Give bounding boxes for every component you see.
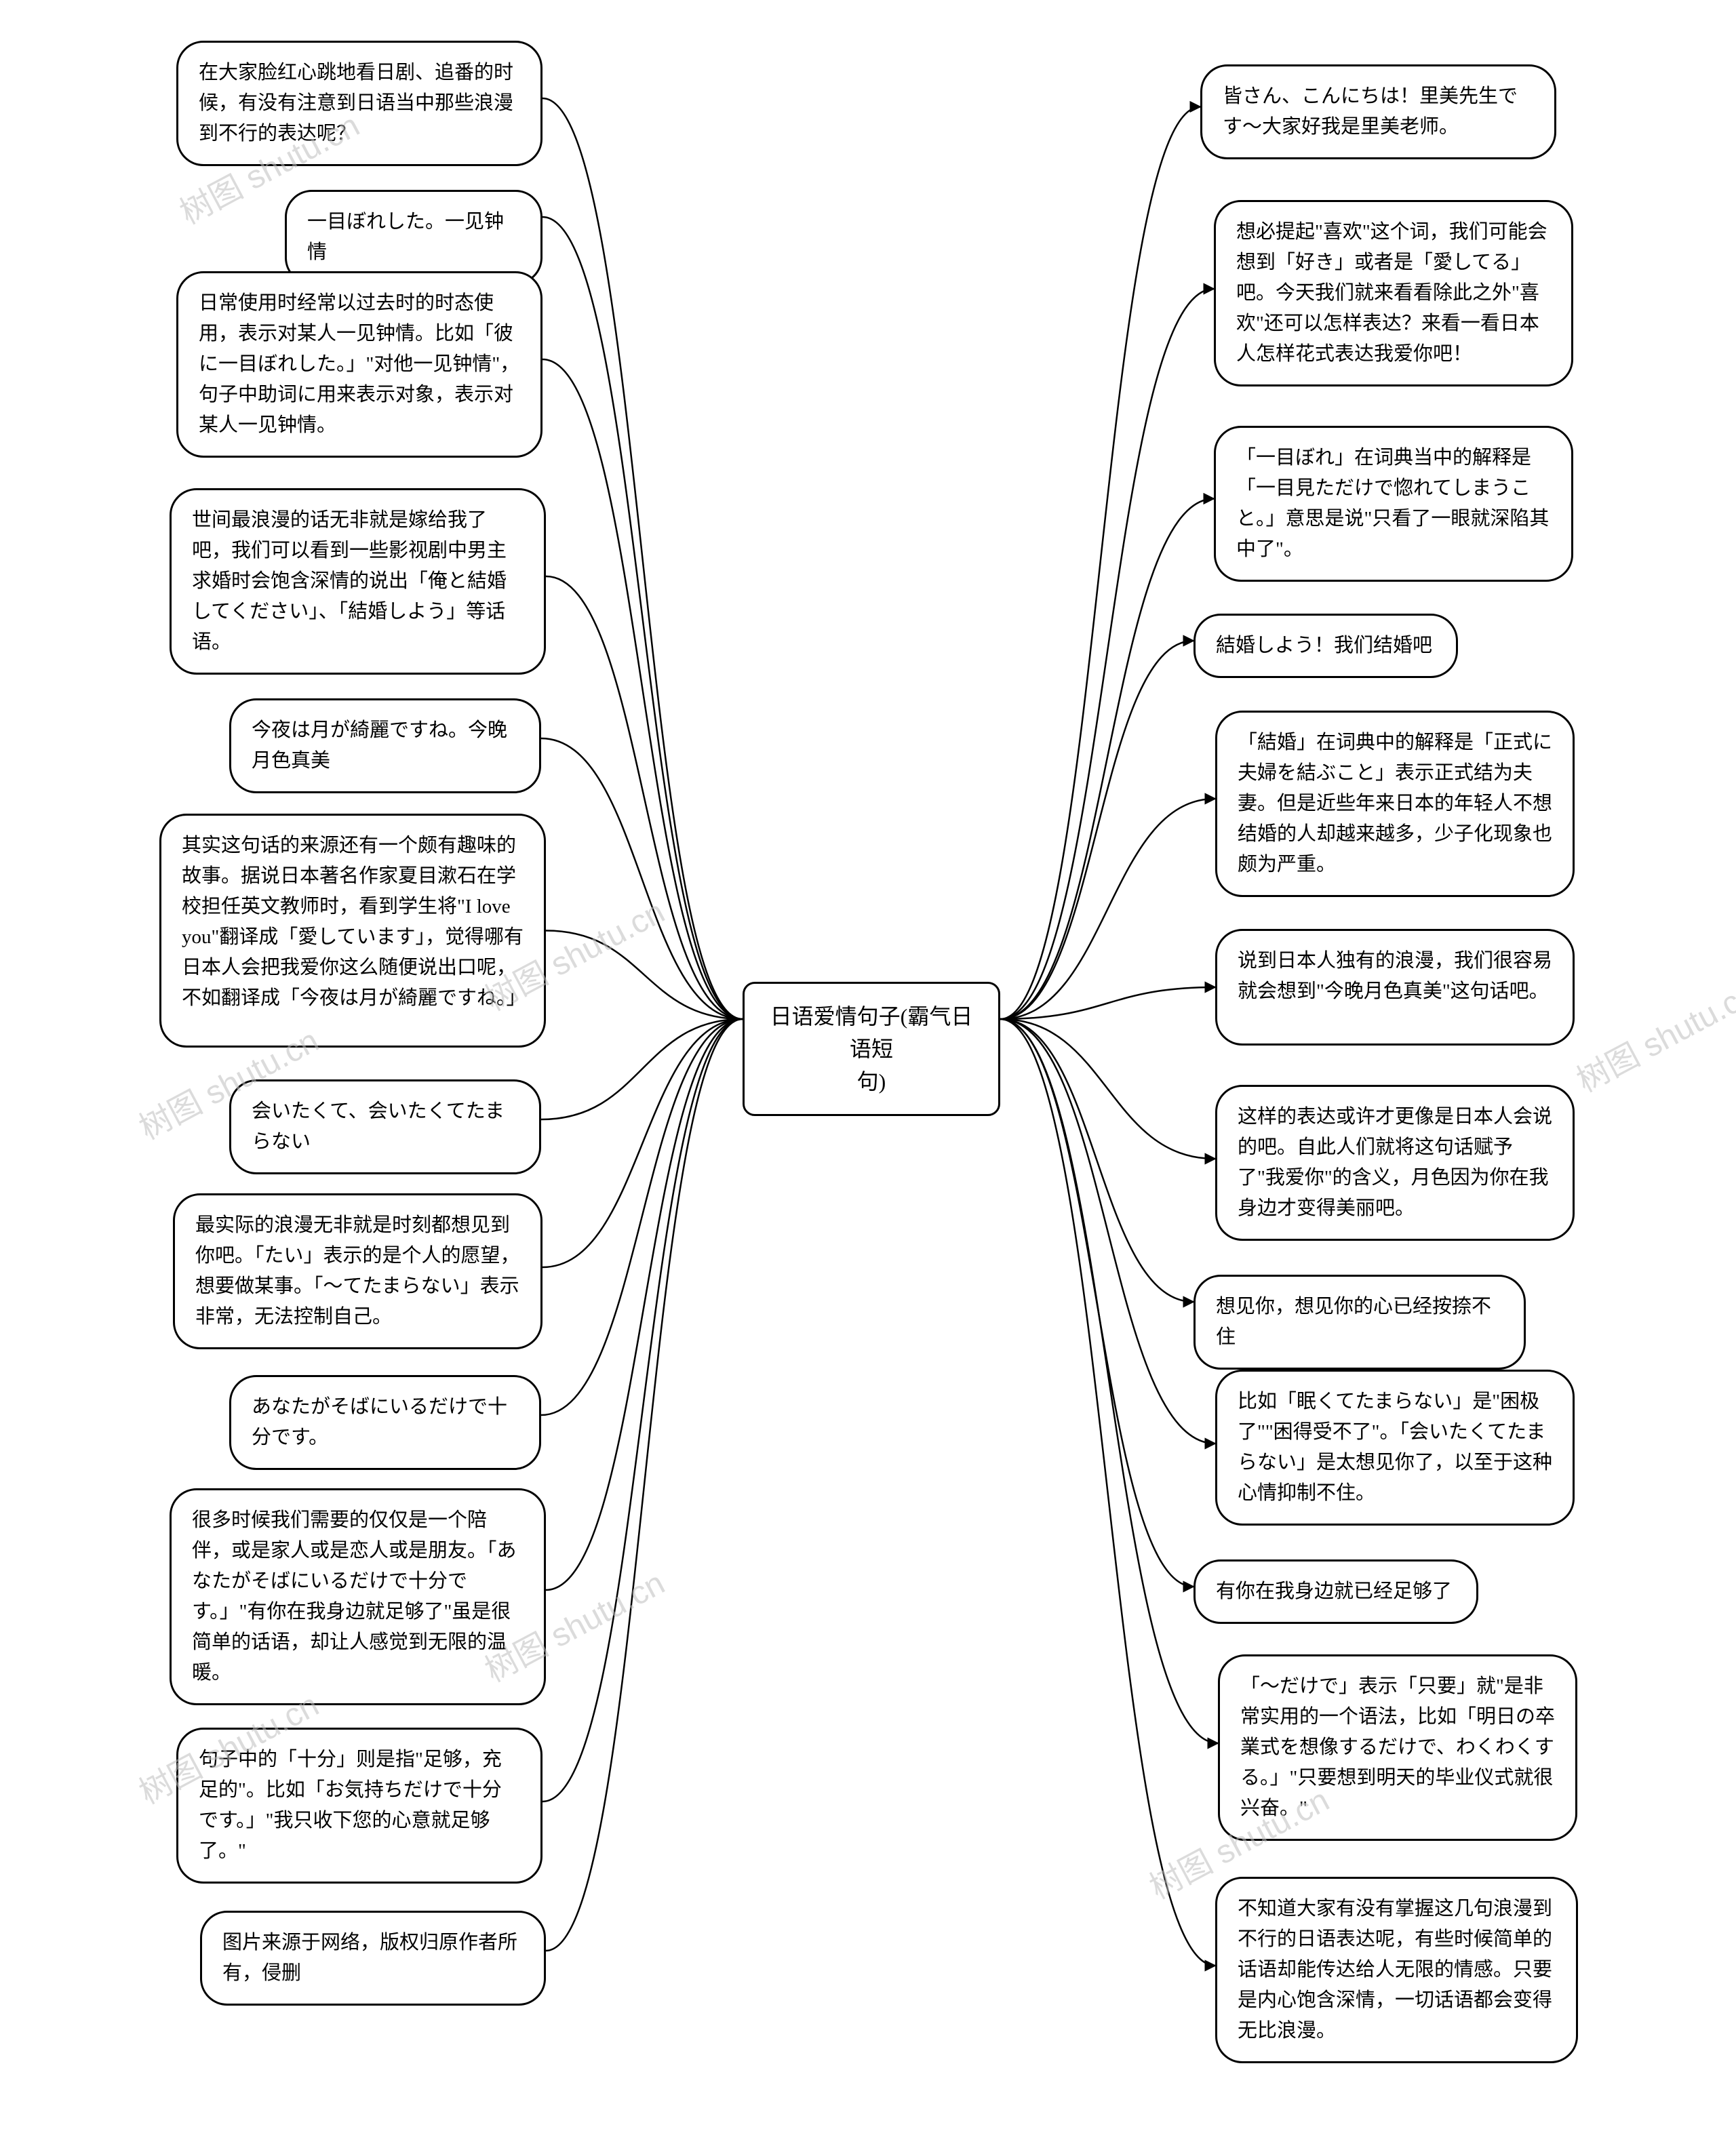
right-node-9: 有你在我身边就已经足够了 — [1194, 1559, 1478, 1624]
left-node-2: 日常使用时经常以过去时的时态使用，表示对某人一见钟情。比如「彼に一目ぼれした。」… — [176, 271, 542, 458]
left-node-text-1: 一目ぼれした。一见钟情 — [307, 211, 504, 263]
left-node-text-6: 会いたくて、会いたくてたまらない — [252, 1100, 505, 1153]
right-node-2: 「一目ぼれ」在词典当中的解释是「一目見ただけで惚れてしまうこと。」意思是说"只看… — [1214, 426, 1573, 582]
left-node-text-0: 在大家脸红心跳地看日剧、追番的时候，有没有注意到日语当中那些浪漫到不行的表达呢？ — [199, 62, 513, 144]
right-node-11: 不知道大家有没有掌握这几句浪漫到不行的日语表达呢，有些时候简单的话语却能传达给人… — [1215, 1877, 1578, 2063]
center-topic-text: 日语爱情句子(霸气日语短句) — [770, 1004, 973, 1094]
right-node-1: 想必提起"喜欢"这个词，我们可能会想到「好き」或者是「愛してる」吧。今天我们就来… — [1214, 200, 1573, 386]
left-node-text-5: 其实这句话的来源还有一个颇有趣味的故事。据说日本著名作家夏目漱石在学校担任英文教… — [182, 835, 526, 1009]
center-topic: 日语爱情句子(霸气日语短句) — [743, 982, 1000, 1116]
left-node-9: 很多时候我们需要的仅仅是一个陪伴，或是家人或是恋人或是朋友。「あなたがそばにいる… — [170, 1488, 546, 1705]
right-node-7: 想见你，想见你的心已经按捺不住 — [1194, 1275, 1526, 1370]
left-node-text-4: 今夜は月が綺麗ですね。今晚月色真美 — [252, 719, 507, 772]
right-node-text-4: 「結婚」在词典中的解释是「正式に夫婦を結ぶこと」表示正式结为夫妻。但是近些年来日… — [1238, 732, 1552, 875]
left-node-5: 其实这句话的来源还有一个颇有趣味的故事。据说日本著名作家夏目漱石在学校担任英文教… — [159, 814, 546, 1048]
mindmap-canvas: 日语爱情句子(霸气日语短句) 在大家脸红心跳地看日剧、追番的时候，有没有注意到日… — [0, 0, 1736, 2148]
right-node-0: 皆さん、こんにちは！里美先生です～大家好我是里美老师。 — [1200, 64, 1556, 159]
left-node-text-11: 图片来源于网络，版权归原作者所有，侵删 — [222, 1932, 517, 1984]
right-node-text-5: 说到日本人独有的浪漫，我们很容易就会想到"今晚月色真美"这句话吧。 — [1238, 950, 1552, 1002]
right-node-text-3: 結婚しよう！我们结婚吧 — [1216, 635, 1432, 656]
right-node-5: 说到日本人独有的浪漫，我们很容易就会想到"今晚月色真美"这句话吧。 — [1215, 929, 1575, 1046]
right-node-text-6: 这样的表达或许才更像是日本人会说的吧。自此人们就将这句话赋予了"我爱你"的含义，… — [1238, 1106, 1552, 1219]
left-node-6: 会いたくて、会いたくてたまらない — [229, 1079, 541, 1174]
right-node-text-7: 想见你，想见你的心已经按捺不住 — [1216, 1296, 1491, 1348]
left-node-10: 句子中的「十分」则是指"足够，充足的"。比如「お気持ちだけで十分です。」"我只收… — [176, 1728, 542, 1884]
left-node-text-10: 句子中的「十分」则是指"足够，充足的"。比如「お気持ちだけで十分です。」"我只收… — [199, 1749, 502, 1862]
left-node-text-3: 世间最浪漫的话无非就是嫁给我了吧，我们可以看到一些影视剧中男主求婚时会饱含深情的… — [192, 509, 507, 653]
left-node-3: 世间最浪漫的话无非就是嫁给我了吧，我们可以看到一些影视剧中男主求婚时会饱含深情的… — [170, 488, 546, 675]
left-node-text-8: あなたがそばにいるだけで十分です。 — [252, 1396, 507, 1448]
right-node-3: 結婚しよう！我们结婚吧 — [1194, 614, 1458, 678]
left-node-text-7: 最实际的浪漫无非就是时刻都想见到你吧。「たい」表示的是个人的愿望，想要做某事。「… — [195, 1214, 520, 1328]
left-node-11: 图片来源于网络，版权归原作者所有，侵删 — [200, 1911, 546, 2006]
right-node-text-11: 不知道大家有没有掌握这几句浪漫到不行的日语表达呢，有些时候简单的话语却能传达给人… — [1238, 1898, 1552, 2042]
right-node-text-10: 「～だけで」表示「只要」就"是非常实用的一个语法，比如「明日の卒業式を想像するだ… — [1240, 1675, 1555, 1819]
watermark-1: 树图 shutu.cn — [1567, 967, 1736, 1101]
right-node-6: 这样的表达或许才更像是日本人会说的吧。自此人们就将这句话赋予了"我爱你"的含义，… — [1215, 1085, 1575, 1241]
right-node-text-1: 想必提起"喜欢"这个词，我们可能会想到「好き」或者是「愛してる」吧。今天我们就来… — [1236, 221, 1547, 365]
left-node-7: 最实际的浪漫无非就是时刻都想见到你吧。「たい」表示的是个人的愿望，想要做某事。「… — [173, 1193, 542, 1349]
left-node-0: 在大家脸红心跳地看日剧、追番的时候，有没有注意到日语当中那些浪漫到不行的表达呢？ — [176, 41, 542, 166]
right-node-text-0: 皆さん、こんにちは！里美先生です～大家好我是里美老师。 — [1223, 85, 1518, 138]
right-node-8: 比如「眠くてたまらない」是"困极了""困得受不了"。「会いたくてたまらない」是太… — [1215, 1370, 1575, 1526]
right-node-4: 「結婚」在词典中的解释是「正式に夫婦を結ぶこと」表示正式结为夫妻。但是近些年来日… — [1215, 711, 1575, 897]
left-node-4: 今夜は月が綺麗ですね。今晚月色真美 — [229, 698, 541, 793]
left-node-text-2: 日常使用时经常以过去时的时态使用，表示对某人一见钟情。比如「彼に一目ぼれした。」… — [199, 292, 519, 436]
right-node-text-8: 比如「眠くてたまらない」是"困极了""困得受不了"。「会いたくてたまらない」是太… — [1238, 1391, 1552, 1504]
right-node-10: 「～だけで」表示「只要」就"是非常实用的一个语法，比如「明日の卒業式を想像するだ… — [1218, 1654, 1577, 1841]
left-node-text-9: 很多时候我们需要的仅仅是一个陪伴，或是家人或是恋人或是朋友。「あなたがそばにいる… — [192, 1509, 517, 1684]
left-node-8: あなたがそばにいるだけで十分です。 — [229, 1375, 541, 1470]
right-node-text-2: 「一目ぼれ」在词典当中的解释是「一目見ただけで惚れてしまうこと。」意思是说"只看… — [1236, 447, 1549, 560]
right-node-text-9: 有你在我身边就已经足够了 — [1216, 1580, 1452, 1602]
left-node-1: 一目ぼれした。一见钟情 — [285, 190, 542, 285]
